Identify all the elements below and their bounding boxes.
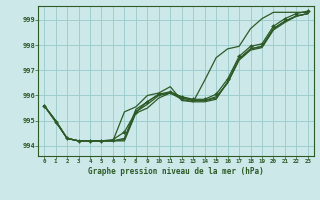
X-axis label: Graphe pression niveau de la mer (hPa): Graphe pression niveau de la mer (hPa) — [88, 167, 264, 176]
